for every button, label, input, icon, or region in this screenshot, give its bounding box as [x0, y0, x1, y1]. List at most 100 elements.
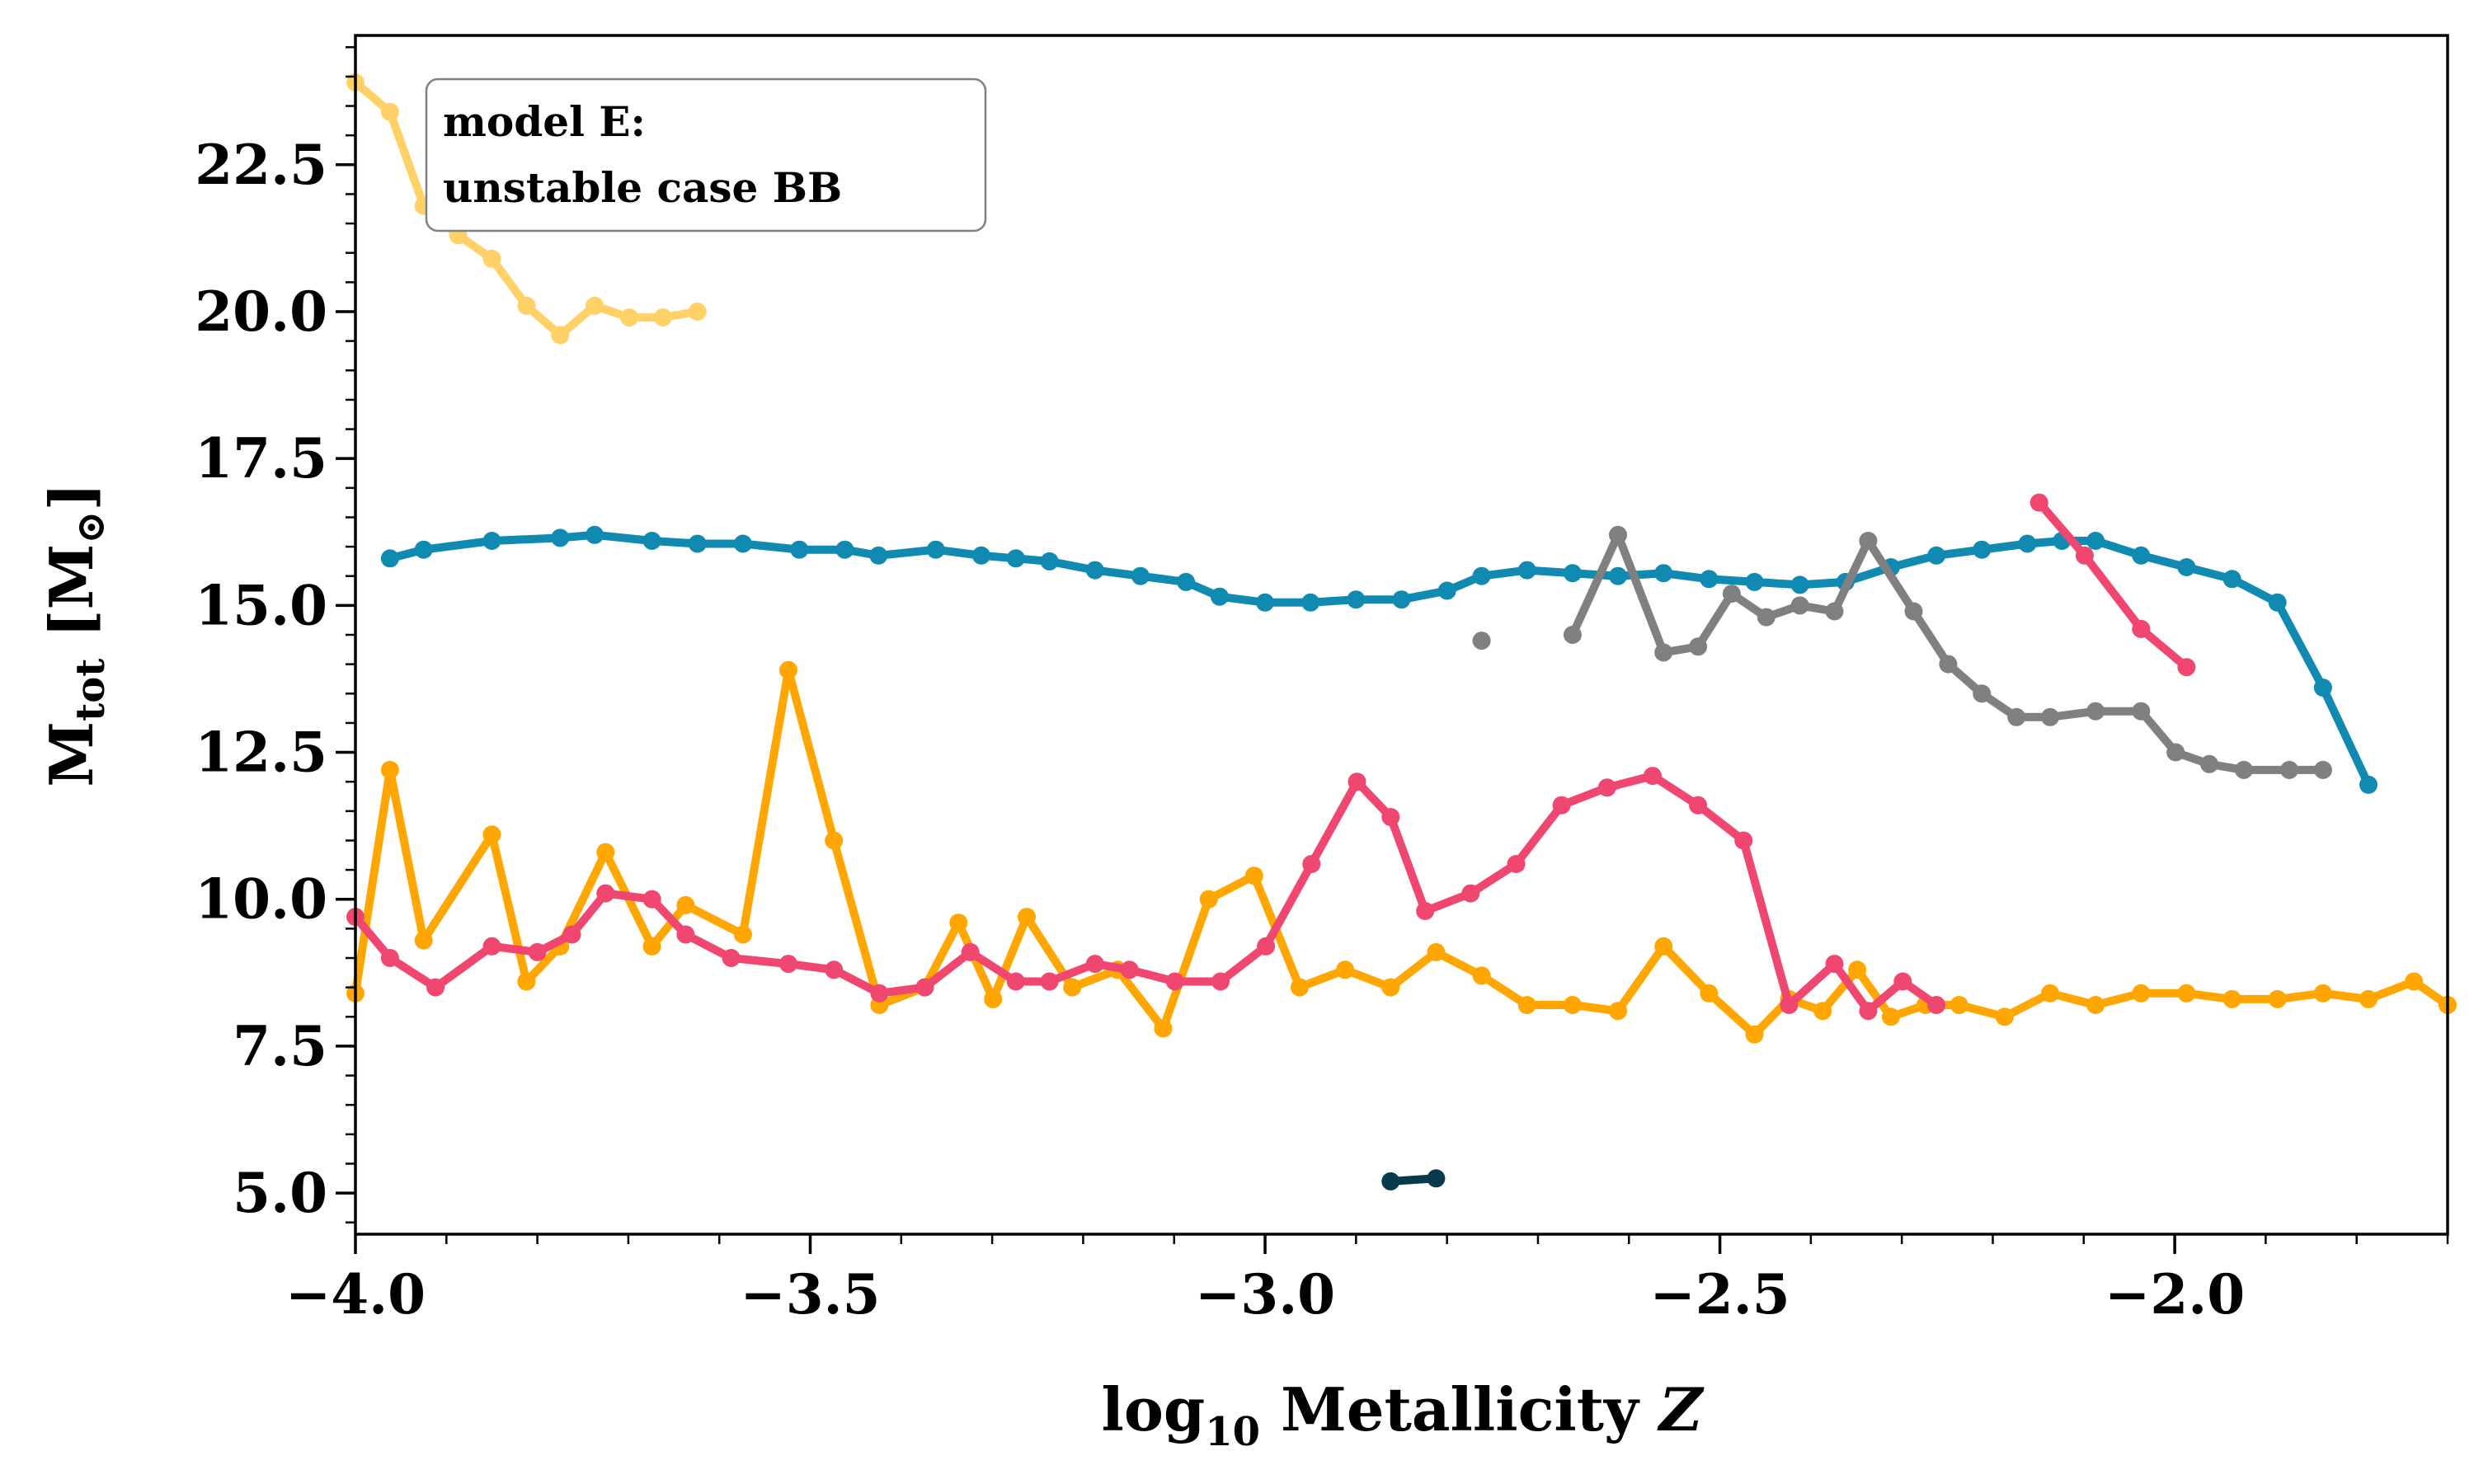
series-0-point [551, 326, 570, 345]
series-0-point [482, 249, 501, 268]
series-1-point [1790, 575, 1809, 594]
series-6-point [1085, 955, 1104, 974]
series-2-point [1722, 585, 1741, 603]
series-4-point [2132, 619, 2151, 638]
series-6-point [1416, 902, 1435, 920]
series-4-line [2034, 498, 2191, 672]
series-layer [346, 73, 2457, 1190]
series-0-point [517, 296, 536, 315]
series-5-point [1018, 908, 1036, 927]
series-1-point [869, 546, 888, 565]
series-0-point [380, 102, 399, 121]
series-2-point [1563, 626, 1582, 644]
series-6-point [1461, 884, 1480, 903]
series-1-point [551, 528, 570, 547]
series-6-point [1211, 972, 1230, 991]
x-axis-label-italic: Z [1657, 1374, 1705, 1444]
series-6-point [1893, 972, 1912, 991]
series-7-point [1381, 1172, 1400, 1190]
ticks-layer: −4.0 −3.5 −3.0 −2.5 −2.0 5.0 7.5 10.0 12.5 15.0 17… [195, 46, 2449, 1327]
series-5-point [1881, 1007, 1900, 1026]
series-1-point [642, 532, 661, 550]
series-5-point [642, 937, 661, 956]
series-0-point [653, 308, 672, 327]
series-6-point [1257, 937, 1276, 956]
series-5-point [1517, 996, 1536, 1014]
series-5-point [1848, 960, 1867, 979]
series-5-point [733, 925, 752, 944]
series-6-point [1859, 1002, 1878, 1021]
series-6-point [676, 925, 695, 944]
series-3-point [1472, 632, 1491, 650]
series-2-point [1859, 532, 1878, 550]
series-1-point [1301, 593, 1320, 612]
series-5-point [2405, 972, 2424, 991]
series-5-point [1063, 978, 1082, 997]
series-1-point [1563, 564, 1582, 583]
series-1-point [1006, 549, 1025, 568]
y-tick-label: 12.5 [195, 721, 327, 785]
series-5-point [1244, 866, 1263, 885]
series-5-point [2268, 989, 2287, 1008]
series-1-point [1609, 566, 1627, 585]
series-1-point [414, 540, 433, 559]
y-tick-label: 17.5 [195, 426, 327, 491]
series-6-point [1597, 778, 1616, 797]
series-0-point [586, 296, 604, 315]
series-5-point [482, 825, 501, 844]
y-axis-label: Mtot [M⊙] [36, 482, 114, 787]
series-2-point [1790, 596, 1809, 615]
series-1-point [688, 534, 707, 553]
series-2-point [2086, 702, 2105, 721]
annotation-box [425, 77, 987, 232]
series-1-point [926, 540, 945, 559]
series-3 [1472, 632, 1491, 650]
series-1-point [1040, 552, 1059, 571]
series-1-line [385, 530, 2373, 789]
series-5-point [380, 760, 399, 779]
series-5-point [676, 895, 695, 914]
series-6-point [1689, 796, 1708, 815]
series-1-point [2018, 534, 2037, 553]
series-1-point [2177, 558, 2196, 576]
series-5-point [2041, 984, 2059, 1003]
series-6-point [1825, 955, 1844, 974]
series-5-point [1745, 1025, 1764, 1044]
series-6-point [1507, 855, 1526, 873]
y-tick-label: 22.5 [195, 133, 327, 197]
series-6-point [1927, 996, 1946, 1014]
series-0-point [688, 303, 707, 321]
series-5-point [1427, 942, 1446, 961]
series-6-point [1381, 808, 1400, 826]
legend-annotation: model E: unstable case BB [425, 77, 987, 232]
series-0-point [620, 308, 638, 327]
series-5-point [2177, 984, 2196, 1003]
series-7 [1381, 1169, 1446, 1190]
series-6-point [642, 890, 661, 909]
series-2-point [1689, 637, 1708, 656]
series-6-point [779, 955, 797, 974]
y-axis-label-sub: tot [68, 659, 114, 721]
series-2-point [1825, 602, 1844, 621]
series-6-point [1006, 972, 1025, 991]
series-6-point [870, 984, 889, 1003]
y-axis-label-unit-open: [M [36, 544, 106, 659]
series-2-point [1609, 525, 1627, 544]
y-axis-label-unit-close: ] [36, 482, 106, 510]
x-axis-label: log10 Metallicity Z [1102, 1374, 1705, 1455]
series-1-point [1745, 572, 1764, 591]
series-5-point [596, 843, 615, 862]
series-6-point [961, 942, 980, 961]
series-5-point [517, 972, 536, 991]
series-5-point [2313, 984, 2332, 1003]
series-6-point [1552, 796, 1571, 815]
series-6-point [825, 960, 844, 979]
series-5-point [1609, 1002, 1627, 1021]
series-5-point [1291, 978, 1309, 997]
series-1-point [1472, 566, 1491, 585]
x-tick-label: −2.0 [2105, 1262, 2245, 1327]
series-1-point [1700, 570, 1719, 589]
series-6-point [426, 978, 445, 997]
series-7-point [1427, 1169, 1446, 1188]
series-1-point [2268, 593, 2287, 612]
